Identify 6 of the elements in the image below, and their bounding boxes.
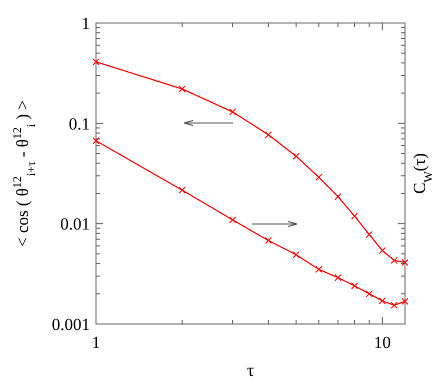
y-tick-label: 1 (82, 14, 90, 33)
x-tick-label: 10 (374, 333, 391, 352)
y-tick-label: 0.1 (68, 114, 90, 134)
y-tick-label: 0.01 (60, 214, 90, 234)
y-tick-label: 0.001 (52, 315, 90, 334)
x-axis-title: τ (246, 360, 254, 380)
